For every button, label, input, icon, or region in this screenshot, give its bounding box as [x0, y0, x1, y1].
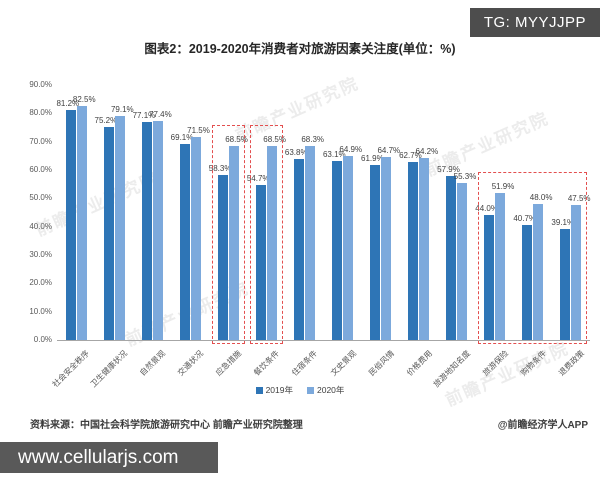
bar-2019年-购物条件: [522, 224, 533, 340]
source-text: 资料来源：中国社会科学院旅游研究中心 前瞻产业研究院整理: [30, 420, 303, 431]
plot-area: 81.2% 82.5% 社会安全秩序 75.2% 79.1% 卫生健康状况 77.1% 77.…: [51, 85, 591, 389]
bar-2020年-民俗风情: [381, 156, 392, 340]
highlight-box: [249, 124, 283, 344]
bar-value-label: 54.7%: [246, 174, 270, 184]
bar-value-label: 68.5%: [263, 134, 286, 144]
y-axis: 0.0% 10.0% 20.0% 30.0% 40.0% 50.0% 60.0% 70.0% 8…: [0, 80, 52, 344]
bar-2019年-旅游地知名度: [446, 175, 457, 340]
bar-value-label: 51.9%: [491, 181, 515, 191]
bar-2019年-交通状况: [179, 144, 190, 340]
bar-value-label: 58.3%: [208, 163, 232, 173]
bar-2020年-卫生健康状况: [114, 115, 125, 340]
legend-label: 2019年: [265, 385, 293, 395]
bar-2020年-应急措施: [228, 145, 239, 340]
bar-2020年-住宿条件: [304, 146, 315, 340]
bar-value-label: 55.3%: [453, 172, 477, 182]
site-url-banner: www.cellularjs.com: [0, 442, 218, 473]
bar-value-label: 63.8%: [284, 148, 308, 158]
bar-value-label: 63.1%: [322, 150, 346, 160]
bar-2019年-民俗风情: [370, 164, 381, 340]
bar-value-label: 57.9%: [437, 164, 460, 174]
bar-value-label: 64.7%: [377, 145, 401, 155]
bar-2019年-自然景观: [141, 121, 152, 340]
bar-2020年-旅游地知名度: [457, 183, 468, 340]
bar-2019年-文史景观: [332, 161, 343, 340]
bar-value-label: 82.5%: [72, 95, 96, 105]
source-row: 资料来源：中国社会科学院旅游研究中心 前瞻产业研究院整理 @前瞻经济学人APP: [30, 416, 588, 431]
bar-value-label: 71.5%: [187, 126, 210, 136]
y-tick-label: 30.0%: [29, 250, 52, 259]
legend-label: 2020年: [317, 385, 345, 395]
bar-2019年-价格费用: [408, 162, 419, 340]
bar-value-label: 64.2%: [415, 147, 439, 157]
bar-2020年-餐饮条件: [266, 145, 277, 340]
bar-2019年-社会安全秩序: [65, 109, 76, 340]
y-tick-label: 80.0%: [29, 108, 52, 118]
y-tick-label: 60.0%: [29, 165, 52, 174]
bar-value-label: 77.4%: [149, 109, 172, 119]
bar-2020年-交通状况: [190, 137, 201, 340]
bar-2019年-旅游保险: [484, 215, 495, 340]
bar-value-label: 68.3%: [301, 135, 325, 145]
bar-2020年-购物条件: [533, 204, 544, 340]
bar-2020年-文史景观: [343, 156, 354, 340]
bar-value-label: 64.9%: [339, 145, 363, 155]
bar-2020年-社会安全秩序: [76, 106, 87, 340]
y-tick-label: 10.0%: [29, 306, 52, 316]
bar-value-label: 48.0%: [529, 193, 553, 202]
bar-value-label: 79.1%: [110, 104, 134, 114]
bar-value-label: 68.5%: [225, 134, 248, 144]
bar-2020年-自然景观: [152, 120, 163, 340]
bar-2019年-退费政策: [560, 229, 571, 340]
bar-2019年-卫生健康状况: [103, 126, 114, 340]
credit-text: @前瞻经济学人APP: [497, 420, 588, 431]
bar-2020年-旅游保险: [495, 192, 506, 340]
y-tick-label: 40.0%: [29, 221, 52, 231]
bar-2019年-应急措施: [217, 174, 228, 340]
bar-value-label: 75.2%: [94, 115, 118, 125]
bar-value-label: 62.7%: [399, 151, 422, 161]
highlight-box: [211, 124, 245, 344]
highlight-box: [478, 171, 588, 344]
bar-2019年-住宿条件: [293, 159, 304, 340]
y-tick-label: 0.0%: [33, 335, 52, 344]
telegram-badge: TG: MYYJJPP: [469, 8, 600, 37]
chart-title: 图表2：2019-2020年消费者对旅游因素关注度(单位：%): [144, 42, 456, 56]
bar-2020年-退费政策: [571, 205, 582, 340]
legend-item-2020年: 2020年: [307, 384, 344, 396]
legend-swatch: [307, 386, 314, 394]
chart-legend: 2019年 2020年: [0, 384, 600, 396]
bar-2019年-餐饮条件: [255, 185, 266, 340]
bar-2020年-价格费用: [419, 158, 430, 340]
bar-value-label: 61.9%: [361, 153, 384, 163]
legend-item-2019年: 2019年: [255, 384, 293, 396]
bar-value-label: 39.1%: [551, 218, 575, 228]
y-tick-label: 20.0%: [29, 278, 52, 288]
y-tick-label: 50.0%: [29, 193, 52, 203]
bar-value-label: 77.1%: [132, 110, 156, 120]
bar-value-label: 40.7%: [513, 213, 537, 223]
bar-value-label: 81.2%: [56, 98, 80, 108]
bar-value-label: 47.5%: [567, 194, 591, 204]
y-tick-label: 90.0%: [29, 80, 52, 89]
legend-swatch: [255, 386, 263, 394]
y-tick-label: 70.0%: [29, 136, 52, 146]
bar-value-label: 69.1%: [170, 133, 194, 143]
bar-value-label: 44.0%: [475, 204, 498, 214]
